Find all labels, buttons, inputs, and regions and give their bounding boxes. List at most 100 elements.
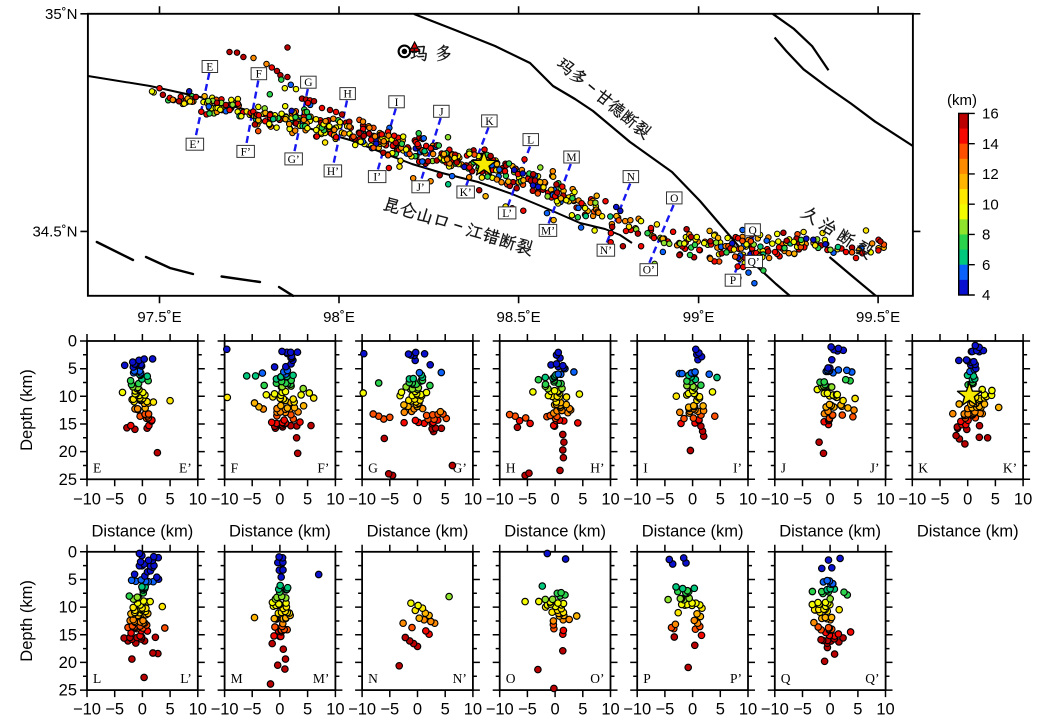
- svg-text:P: P: [643, 671, 651, 686]
- svg-text:0: 0: [413, 701, 422, 719]
- svg-text:5: 5: [853, 491, 862, 509]
- svg-text:M’: M’: [541, 225, 555, 237]
- svg-text:−10: −10: [486, 701, 514, 719]
- svg-text:L: L: [93, 671, 101, 686]
- svg-text:I: I: [395, 97, 399, 109]
- svg-text:I: I: [643, 460, 648, 475]
- svg-text:97.5˚E: 97.5˚E: [137, 309, 181, 326]
- svg-text:−10: −10: [348, 701, 376, 719]
- svg-text:G’: G’: [288, 154, 300, 166]
- svg-text:10: 10: [601, 701, 619, 719]
- svg-text:−5: −5: [518, 491, 537, 509]
- svg-text:Q’: Q’: [865, 671, 879, 686]
- svg-text:0: 0: [68, 333, 77, 351]
- svg-text:E’: E’: [179, 460, 192, 475]
- svg-text:I’: I’: [373, 172, 381, 184]
- svg-text:J’: J’: [870, 460, 880, 475]
- svg-text:0: 0: [826, 701, 835, 719]
- svg-text:10: 10: [464, 491, 482, 509]
- svg-text:O: O: [670, 193, 678, 205]
- svg-text:O’: O’: [643, 265, 655, 277]
- svg-text:5: 5: [578, 701, 587, 719]
- svg-text:M: M: [231, 671, 243, 686]
- svg-text:F’: F’: [317, 460, 329, 475]
- svg-text:5: 5: [166, 491, 175, 509]
- svg-text:G’: G’: [453, 460, 467, 475]
- svg-text:−5: −5: [655, 491, 674, 509]
- svg-text:G: G: [368, 460, 378, 475]
- svg-text:−10: −10: [623, 701, 651, 719]
- svg-text:−5: −5: [793, 491, 812, 509]
- svg-text:M: M: [566, 152, 576, 164]
- svg-text:Q: Q: [781, 671, 791, 686]
- svg-text:J’: J’: [416, 182, 424, 194]
- svg-text:E’: E’: [189, 139, 200, 151]
- svg-text:−5: −5: [105, 491, 124, 509]
- svg-text:10: 10: [601, 491, 619, 509]
- svg-text:K’: K’: [460, 187, 472, 199]
- svg-text:8: 8: [982, 227, 990, 244]
- svg-text:10: 10: [982, 196, 999, 213]
- svg-text:10: 10: [464, 701, 482, 719]
- svg-text:15: 15: [59, 626, 77, 644]
- svg-text:34.5˚N: 34.5˚N: [32, 224, 77, 241]
- svg-text:−5: −5: [380, 491, 399, 509]
- svg-text:0: 0: [551, 491, 560, 509]
- svg-text:−10: −10: [73, 491, 101, 509]
- svg-text:−10: −10: [623, 491, 651, 509]
- svg-text:−5: −5: [793, 701, 812, 719]
- svg-text:−5: −5: [380, 701, 399, 719]
- svg-text:E: E: [93, 460, 101, 475]
- svg-text:25: 25: [59, 682, 77, 700]
- svg-text:5: 5: [991, 491, 1000, 509]
- svg-text:K: K: [918, 460, 928, 475]
- svg-text:Distance (km): Distance (km): [917, 523, 1019, 541]
- svg-text:20: 20: [59, 443, 77, 461]
- svg-text:10: 10: [326, 491, 344, 509]
- svg-text:5: 5: [303, 491, 312, 509]
- svg-text:0: 0: [138, 491, 147, 509]
- svg-text:15: 15: [59, 416, 77, 434]
- svg-text:12: 12: [982, 166, 999, 183]
- svg-text:99.5˚E: 99.5˚E: [856, 309, 900, 326]
- svg-text:H’: H’: [590, 460, 604, 475]
- svg-text:0: 0: [413, 491, 422, 509]
- svg-text:−10: −10: [761, 491, 789, 509]
- svg-text:L: L: [527, 135, 534, 147]
- svg-text:N: N: [368, 671, 378, 686]
- svg-text:5: 5: [853, 701, 862, 719]
- svg-text:L’: L’: [180, 671, 192, 686]
- svg-text:N’: N’: [453, 671, 467, 686]
- svg-text:−5: −5: [655, 701, 674, 719]
- svg-text:(km): (km): [947, 92, 977, 109]
- svg-text:5: 5: [578, 491, 587, 509]
- svg-text:0: 0: [551, 701, 560, 719]
- svg-text:J: J: [781, 460, 786, 475]
- svg-text:−5: −5: [243, 491, 262, 509]
- svg-text:−10: −10: [73, 701, 101, 719]
- svg-text:14: 14: [982, 136, 999, 153]
- svg-text:10: 10: [739, 491, 757, 509]
- svg-text:10: 10: [326, 701, 344, 719]
- svg-text:Distance (km): Distance (km): [504, 523, 606, 541]
- svg-text:0: 0: [275, 491, 284, 509]
- svg-text:5: 5: [441, 491, 450, 509]
- svg-text:N: N: [627, 172, 636, 184]
- svg-text:35˚N: 35˚N: [45, 6, 78, 23]
- svg-text:L’: L’: [502, 208, 512, 220]
- svg-text:10: 10: [59, 599, 77, 617]
- svg-text:10: 10: [1014, 491, 1032, 509]
- svg-text:H’: H’: [327, 166, 339, 178]
- svg-text:J: J: [439, 106, 444, 118]
- svg-text:I’: I’: [733, 460, 742, 475]
- svg-text:K: K: [485, 116, 494, 128]
- svg-text:−5: −5: [518, 701, 537, 719]
- svg-text:98˚E: 98˚E: [323, 309, 355, 326]
- svg-text:O’: O’: [590, 671, 604, 686]
- svg-text:−5: −5: [105, 701, 124, 719]
- svg-text:Distance (km): Distance (km): [367, 523, 469, 541]
- svg-text:5: 5: [716, 491, 725, 509]
- svg-text:10: 10: [739, 701, 757, 719]
- svg-text:−5: −5: [243, 701, 262, 719]
- svg-text:Q: Q: [748, 225, 757, 237]
